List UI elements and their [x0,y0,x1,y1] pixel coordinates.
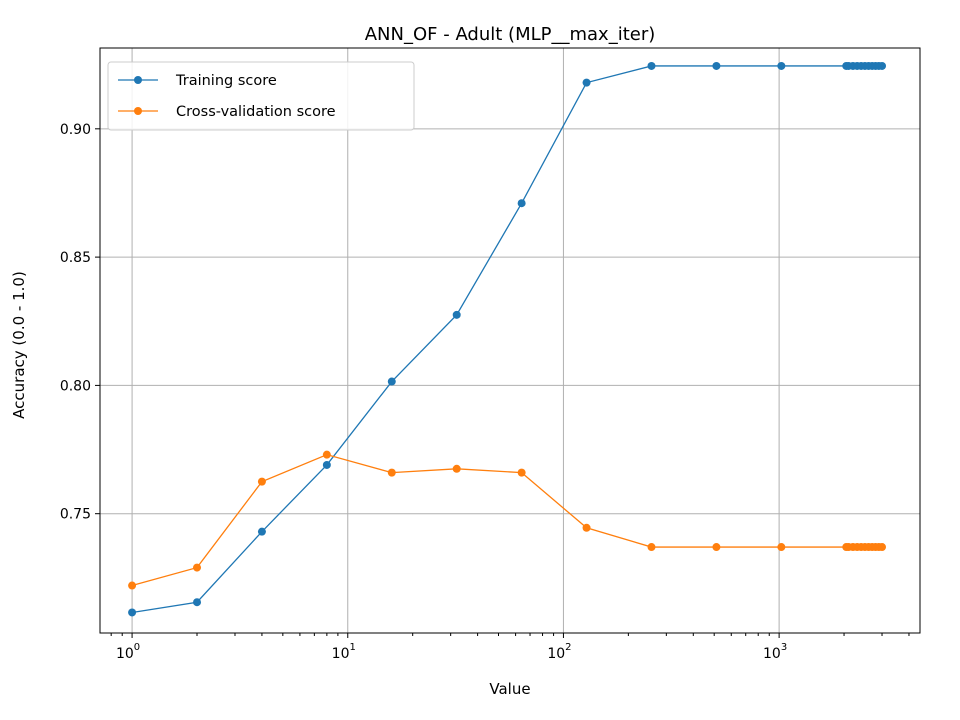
series-layer [128,61,887,617]
x-tick-label: 103 [763,642,787,662]
data-point [517,199,526,208]
data-point [517,468,526,477]
legend-label: Training score [175,73,277,89]
x-tick-label: 102 [547,642,571,662]
x-tick-base: 10 [332,646,350,662]
data-point [387,468,396,477]
legend: Training score Cross-validation score [107,61,415,131]
data-point [322,460,331,469]
x-tick-exponent: 3 [781,642,787,653]
y-tick-label: 0.75 [60,507,91,523]
y-tick-label: 0.85 [60,250,91,266]
data-point [193,563,202,572]
x-tick-base: 10 [547,646,565,662]
data-point [452,464,461,473]
data-point [647,543,656,552]
legend-label: Cross-validation score [176,104,336,120]
y-axis-label: Accuracy (0.0 - 1.0) [10,271,28,419]
data-point [582,78,591,87]
x-tick-base: 10 [116,646,134,662]
data-point [128,608,137,617]
data-point [128,581,137,590]
x-tick-base: 10 [763,646,781,662]
data-point [777,543,786,552]
legend-marker [134,76,142,84]
data-point [582,523,591,532]
x-tick-label: 101 [332,642,356,662]
data-point [387,377,396,386]
data-point [777,61,786,70]
x-tick-exponent: 2 [565,642,571,653]
x-tick-exponent: 1 [349,642,355,653]
y-tick-label: 0.80 [60,378,91,394]
data-point [878,61,887,70]
chart-title: ANN_OF - Adult (MLP__max_iter) [365,24,656,45]
x-axis-label: Value [489,680,530,698]
plot-frame [99,47,921,634]
legend-box [107,61,415,131]
data-point [647,61,656,70]
data-point [257,477,266,486]
y-tick-label: 0.90 [60,122,91,138]
data-point [712,61,721,70]
data-point [712,543,721,552]
data-point [193,598,202,607]
x-tick-exponent: 0 [134,642,140,653]
data-point [322,450,331,459]
data-point [257,527,266,536]
legend-marker [134,107,142,115]
data-point [452,310,461,319]
x-tick-label: 100 [116,642,140,662]
data-point [878,543,887,552]
